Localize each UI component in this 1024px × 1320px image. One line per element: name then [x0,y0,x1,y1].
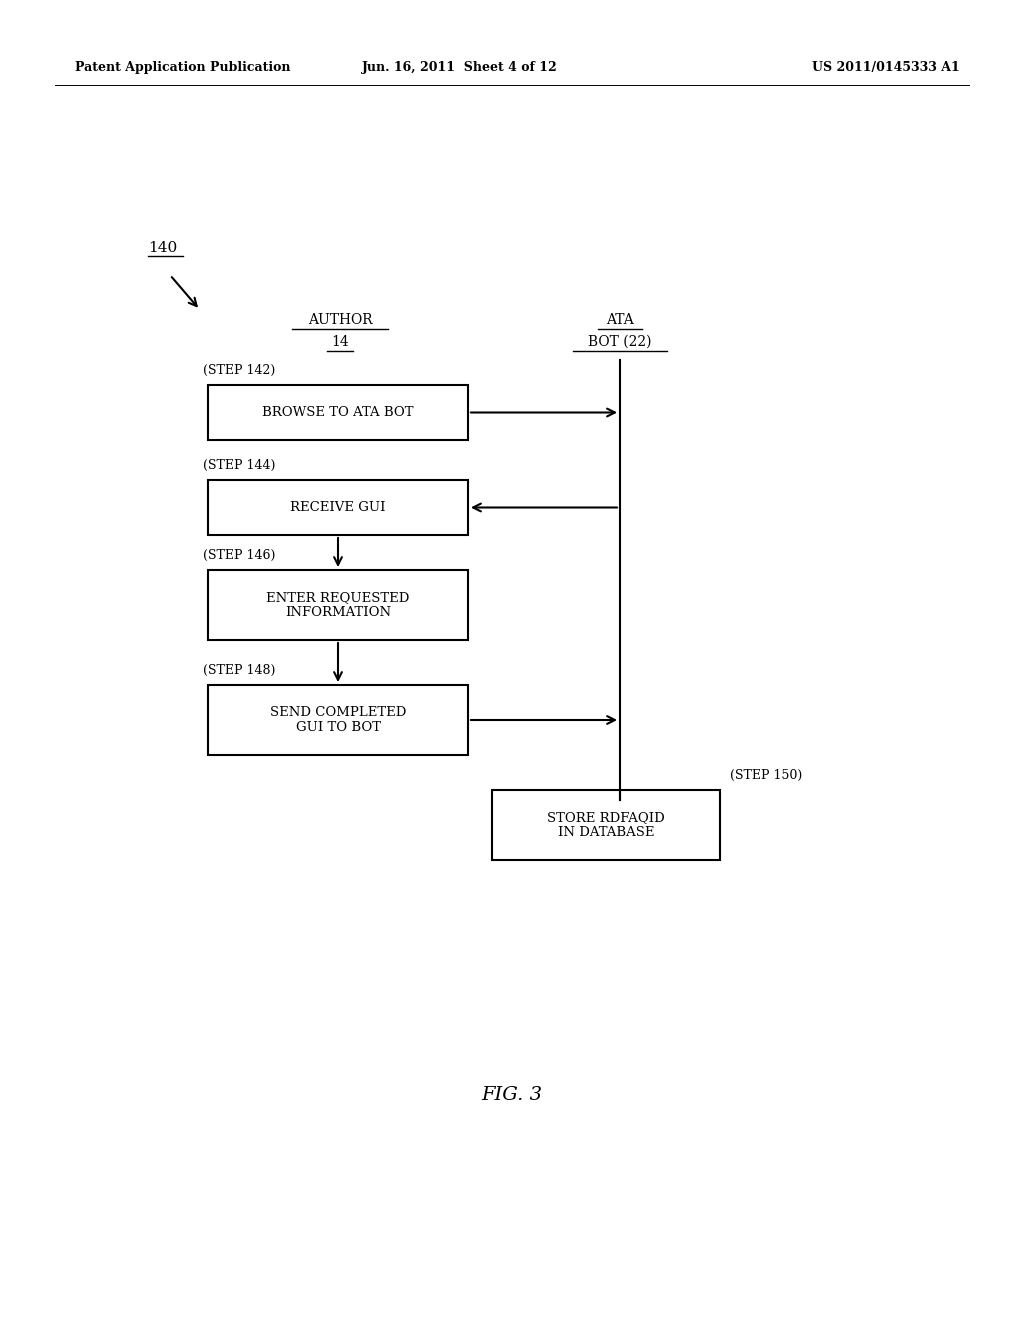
Text: BROWSE TO ATA BOT: BROWSE TO ATA BOT [262,407,414,418]
Text: RECEIVE GUI: RECEIVE GUI [290,502,386,513]
Text: SEND COMPLETED
GUI TO BOT: SEND COMPLETED GUI TO BOT [269,706,407,734]
Text: AUTHOR: AUTHOR [307,313,373,327]
Bar [492,789,720,861]
Bar [208,385,468,440]
Text: ENTER REQUESTED
INFORMATION: ENTER REQUESTED INFORMATION [266,591,410,619]
Bar [208,685,468,755]
Text: (STEP 150): (STEP 150) [730,770,802,781]
Text: (STEP 142): (STEP 142) [203,364,275,378]
Text: Jun. 16, 2011  Sheet 4 of 12: Jun. 16, 2011 Sheet 4 of 12 [362,62,558,74]
Text: (STEP 146): (STEP 146) [203,549,275,562]
Text: ATA: ATA [606,313,634,327]
Text: STORE RDFAQID
IN DATABASE: STORE RDFAQID IN DATABASE [547,810,665,840]
Text: 140: 140 [148,242,177,255]
Text: 14: 14 [331,335,349,348]
Text: (STEP 144): (STEP 144) [203,459,275,473]
Bar [208,480,468,535]
Text: (STEP 148): (STEP 148) [203,664,275,677]
Text: BOT (22): BOT (22) [588,335,651,348]
Text: Patent Application Publication: Patent Application Publication [75,62,291,74]
Bar [208,570,468,640]
Text: FIG. 3: FIG. 3 [481,1086,543,1104]
Text: US 2011/0145333 A1: US 2011/0145333 A1 [812,62,961,74]
